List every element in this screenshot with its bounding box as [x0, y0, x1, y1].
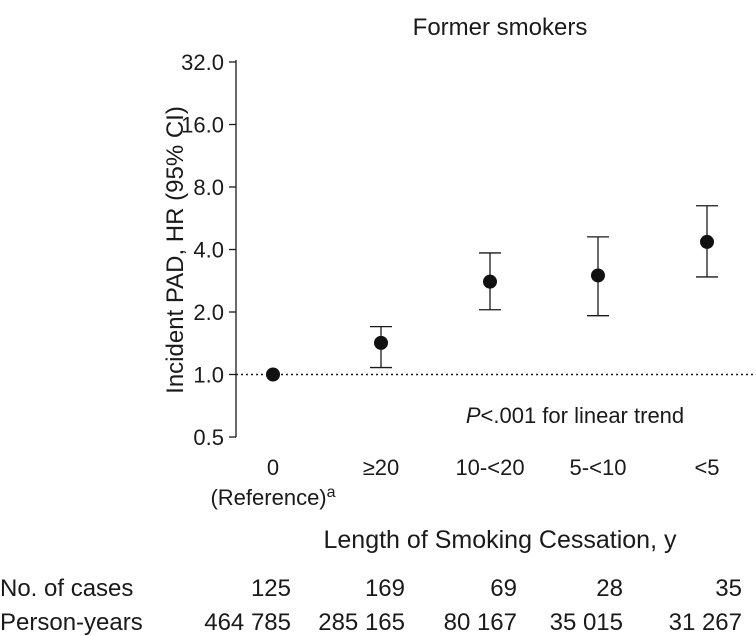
y-tick-label: 4.0: [193, 238, 224, 263]
table-cell: 35 015: [550, 609, 623, 636]
table-cell: 35: [715, 575, 742, 602]
y-tick-label: 32.0: [181, 50, 224, 75]
data-markers: [266, 205, 718, 382]
data-point: [266, 367, 280, 382]
y-axis-ticks: 0.5 1.0 2.0 4.0 8.0 16.0 32.0: [181, 50, 236, 450]
table-row-label: No. of cases: [0, 575, 133, 602]
x-category-label: 5-<10: [570, 455, 627, 480]
data-point: [700, 234, 714, 249]
table-cell: 464 785: [204, 609, 291, 636]
y-tick-label: 2.0: [193, 300, 224, 325]
y-tick-label: 16.0: [181, 113, 224, 138]
data-point: [483, 274, 497, 289]
data-table: No. of cases 125 169 69 28 35 Person-years 464 …: [0, 575, 742, 636]
table-cell: 169: [365, 575, 405, 602]
table-cell: 285 165: [318, 609, 405, 636]
data-point: [591, 268, 605, 283]
x-category-label: 0: [267, 455, 279, 480]
chart-title: Former smokers: [413, 14, 588, 41]
table-cell: 31 267: [669, 609, 742, 636]
table-cell: 125: [251, 575, 291, 602]
x-category-label: 10-<20: [455, 455, 524, 480]
x-axis-categories: 0 ≥20 10-<20 5-<10 <5: [267, 455, 720, 480]
y-axis-label: Incident PAD, HR (95% CI): [162, 106, 189, 394]
x-category-label: ≥20: [363, 455, 400, 480]
y-tick-label: 8.0: [193, 175, 224, 200]
table-row-label: Person-years: [0, 609, 143, 636]
x-axis-label: Length of Smoking Cessation, y: [324, 526, 677, 554]
y-tick-label: 0.5: [193, 425, 224, 450]
data-point: [374, 335, 388, 350]
y-tick-label: 1.0: [193, 363, 224, 388]
x-category-label: <5: [694, 455, 719, 480]
p-value-annotation: P<.001 for linear trend: [466, 403, 684, 428]
table-cell: 80 167: [444, 609, 517, 636]
table-cell: 69: [490, 575, 517, 602]
table-cell: 28: [596, 575, 623, 602]
reference-label: (Reference)a: [210, 484, 335, 510]
